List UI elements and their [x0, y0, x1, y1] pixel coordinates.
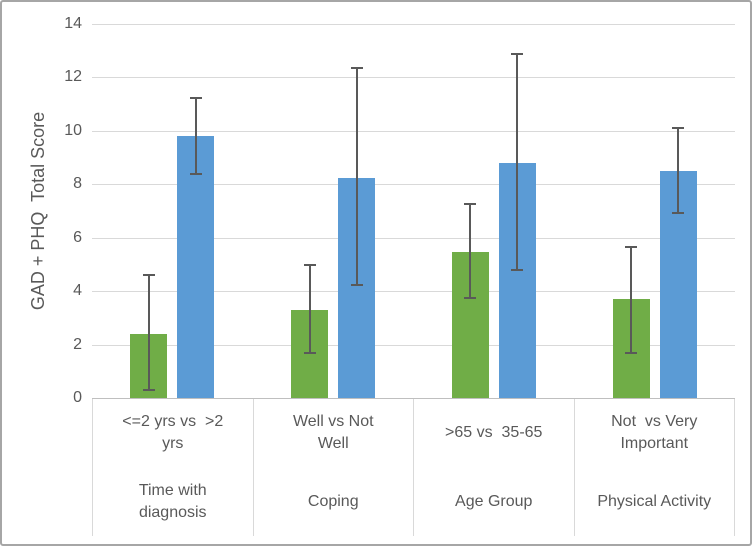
- bar-group: [253, 24, 414, 398]
- blue-bar-slot: [659, 24, 697, 398]
- y-tick-label: 8: [73, 175, 82, 192]
- category-cell: Not vs Very Important Physical Activity: [573, 399, 735, 536]
- category-cell: >65 vs 35-65 Age Group: [413, 399, 574, 536]
- factor-label: Time with diagnosis: [138, 481, 207, 521]
- bar-group: [574, 24, 735, 398]
- gridline: [92, 237, 735, 239]
- error-bar: [469, 203, 472, 300]
- error-bar-cap-bottom: [303, 351, 316, 354]
- error-bar-cap-top: [464, 203, 477, 205]
- factor-label: Coping: [307, 492, 359, 510]
- error-bar: [677, 126, 680, 214]
- green-bar-slot: [130, 24, 168, 398]
- factor-label: Physical Activity: [597, 492, 712, 510]
- category-cell: <=2 yrs vs >2 yrs Time with diagnosis: [92, 399, 253, 536]
- comparison-label: <=2 yrs vs >2 yrs: [122, 413, 224, 452]
- error-bar: [194, 97, 197, 175]
- green-bar-slot: [451, 24, 489, 398]
- error-bar: [147, 273, 150, 392]
- comparison-label: >65 vs 35-65: [445, 424, 543, 441]
- y-tick-label: 10: [64, 122, 82, 139]
- blue-bar: [177, 136, 215, 398]
- plot-area: [92, 24, 735, 399]
- error-bar-cap-top: [142, 273, 155, 276]
- gridline: [92, 77, 735, 79]
- y-tick-label: 14: [64, 15, 82, 32]
- y-tick-label: 6: [73, 229, 82, 246]
- y-tick-label: 12: [64, 68, 82, 85]
- error-bar-cap-bottom: [625, 351, 638, 354]
- blue-bar-slot: [338, 24, 376, 398]
- error-bar-cap-top: [303, 264, 316, 267]
- error-bar-cap-top: [511, 53, 524, 56]
- error-bar-cap-top: [625, 245, 638, 248]
- error-bar: [516, 53, 519, 272]
- y-axis-tick-labels: 0 2 4 6 8 10 12 14: [2, 15, 82, 406]
- bar-group: [92, 24, 253, 398]
- gridline: [92, 344, 735, 346]
- gridline: [92, 291, 735, 293]
- error-bar: [308, 264, 311, 354]
- error-bar-cap-bottom: [189, 172, 202, 175]
- bar-groups: [92, 24, 735, 398]
- green-bar-slot: [612, 24, 650, 398]
- error-bar-cap-bottom: [350, 283, 363, 286]
- comparison-label: Not vs Very Important: [611, 413, 698, 452]
- error-bar-cap-top: [189, 97, 202, 100]
- y-tick-label: 0: [73, 389, 82, 406]
- error-bar-cap-top: [350, 66, 363, 69]
- bar-group: [414, 24, 575, 398]
- y-tick-label: 4: [73, 282, 82, 299]
- comparison-label: Well vs Not Well: [292, 413, 374, 452]
- error-bar: [630, 245, 633, 354]
- error-bar-cap-bottom: [672, 211, 685, 214]
- category-cell: Well vs Not Well Coping: [252, 399, 414, 536]
- error-bar-cap-top: [672, 126, 685, 129]
- gridline: [92, 130, 735, 132]
- blue-bar-slot: [498, 24, 536, 398]
- x-axis-labels: <=2 yrs vs >2 yrs Time with diagnosis We…: [92, 399, 735, 536]
- error-bar-cap-bottom: [511, 269, 524, 272]
- factor-label: Age Group: [455, 492, 533, 510]
- green-bar-slot: [291, 24, 329, 398]
- error-bar-cap-bottom: [142, 389, 155, 392]
- blue-bar-slot: [177, 24, 215, 398]
- gridline: [92, 184, 735, 186]
- y-tick-label: 2: [73, 336, 82, 353]
- error-bar: [355, 66, 358, 286]
- error-bar-cap-bottom: [464, 297, 477, 300]
- gridline: [92, 24, 735, 25]
